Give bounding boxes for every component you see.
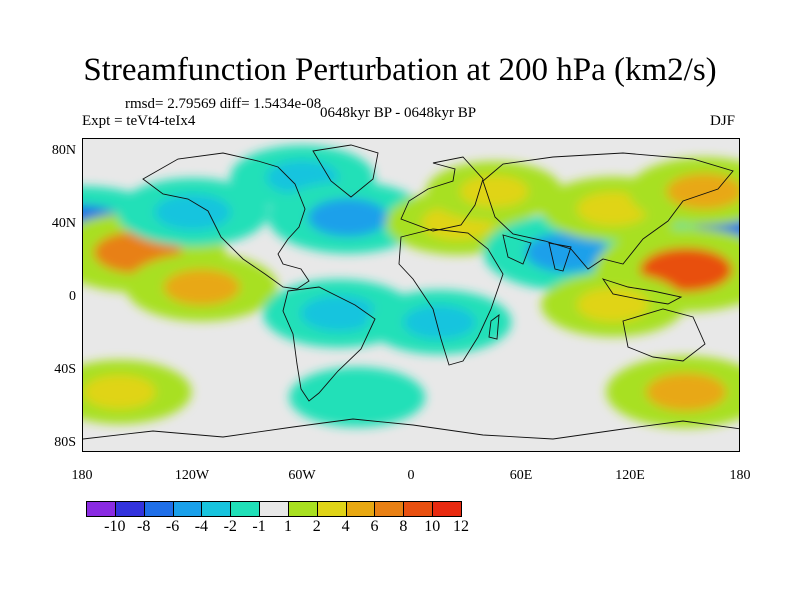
y-tick-label: 40N bbox=[51, 216, 76, 231]
x-tick-label: 180 bbox=[729, 468, 751, 483]
colorbar-label: 1 bbox=[283, 518, 292, 535]
x-tick-label: 60W bbox=[288, 468, 316, 483]
colorbar-label: 10 bbox=[424, 518, 441, 535]
colorbar-label: -2 bbox=[223, 518, 237, 535]
x-tick-label: 60E bbox=[509, 468, 533, 483]
colorbar-label: 12 bbox=[453, 518, 470, 535]
x-tick-label: 0 bbox=[407, 468, 415, 483]
colorbar-swatch bbox=[403, 501, 434, 517]
season-text: DJF bbox=[710, 113, 736, 129]
stats-text: rmsd= 2.79569 diff= 1.5434e-08 bbox=[125, 96, 322, 112]
y-tick-label: 80N bbox=[51, 143, 76, 158]
experiment-text: Expt = teVt4-teIx4 bbox=[82, 113, 196, 129]
field-anomaly-core bbox=[666, 173, 739, 210]
colorbar-label: -1 bbox=[252, 518, 266, 535]
colorbar-swatch bbox=[172, 501, 203, 517]
field-anomaly-core bbox=[308, 198, 389, 237]
colorbar-swatch bbox=[345, 501, 376, 517]
map-panel bbox=[82, 138, 740, 452]
x-tick-label: 120W bbox=[174, 468, 210, 483]
field-anomaly-core bbox=[525, 232, 610, 273]
coastlines bbox=[83, 144, 739, 440]
streamfunction-map bbox=[83, 144, 739, 440]
colorbar-label: -6 bbox=[165, 518, 180, 535]
y-tick-label: 0 bbox=[69, 289, 76, 304]
colorbar bbox=[86, 501, 462, 517]
field-anomaly-core bbox=[577, 287, 650, 322]
colorbar-label: 8 bbox=[399, 518, 408, 535]
field-anomaly-core bbox=[577, 191, 650, 226]
colorbar-swatch bbox=[114, 501, 145, 517]
colorbar-swatch bbox=[143, 501, 174, 517]
y-tick-label: 80S bbox=[54, 435, 76, 450]
field-anomaly-core bbox=[154, 194, 231, 231]
colorbar-swatch bbox=[86, 501, 116, 517]
x-tick-label: 180 bbox=[71, 468, 93, 483]
plot-title: Streamfunction Perturbation at 200 hPa (… bbox=[83, 52, 717, 88]
colorbar-label: -8 bbox=[137, 518, 151, 535]
colorbar-swatch bbox=[287, 501, 318, 517]
field-anomaly-core bbox=[323, 381, 392, 414]
colorbar-swatch bbox=[316, 501, 347, 517]
field-anomaly-core bbox=[403, 305, 476, 340]
colorbar-swatch bbox=[374, 501, 405, 517]
colorbar-label: -4 bbox=[194, 518, 209, 535]
period-text: 0648kyr BP - 0648kyr BP bbox=[320, 105, 477, 121]
colorbar-label: 4 bbox=[341, 518, 350, 535]
field-anomaly-core bbox=[646, 372, 727, 411]
colorbar-label: 6 bbox=[370, 518, 379, 535]
x-tick-label: 120E bbox=[615, 468, 645, 483]
colorbar-label: -10 bbox=[104, 518, 126, 535]
field-anomaly-core bbox=[163, 269, 240, 306]
colorbar-swatch bbox=[259, 501, 289, 517]
field-anomaly-core bbox=[460, 175, 529, 208]
field-anomaly-core bbox=[640, 247, 733, 292]
colorbar-swatch bbox=[201, 501, 232, 517]
y-tick-label: 40S bbox=[54, 362, 76, 377]
colorbar-label: 2 bbox=[312, 518, 321, 535]
field-anomaly-core bbox=[83, 374, 156, 409]
field-anomaly-core bbox=[300, 295, 377, 332]
colorbar-swatch bbox=[432, 501, 462, 517]
colorbar-swatch bbox=[230, 501, 261, 517]
